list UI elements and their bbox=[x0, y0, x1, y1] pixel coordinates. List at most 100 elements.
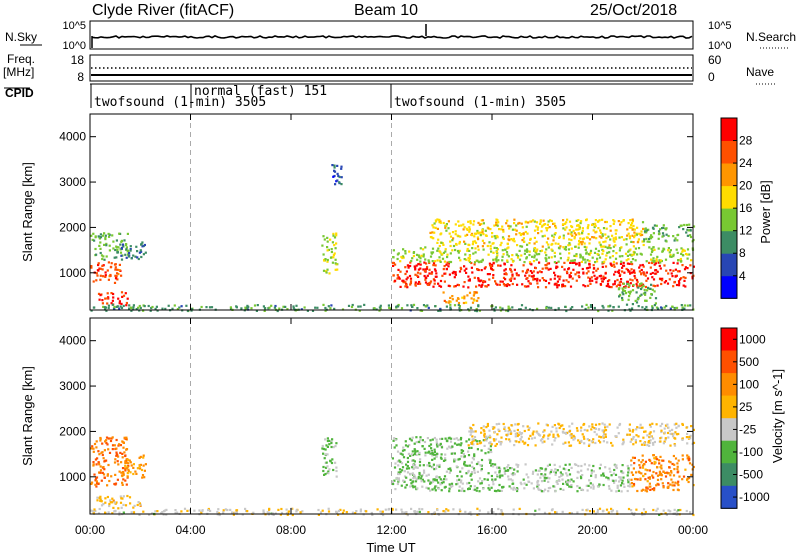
data-cell bbox=[634, 478, 637, 481]
data-cell bbox=[619, 284, 622, 287]
data-cell bbox=[164, 307, 167, 310]
data-cell bbox=[110, 265, 113, 268]
data-cell bbox=[99, 241, 102, 244]
data-cell bbox=[631, 289, 635, 292]
data-cell bbox=[322, 465, 325, 469]
data-cell bbox=[570, 485, 573, 489]
data-cell bbox=[692, 465, 695, 469]
data-cell bbox=[330, 461, 334, 465]
data-cell bbox=[404, 444, 408, 447]
data-cell bbox=[567, 469, 570, 472]
data-cell bbox=[683, 223, 686, 227]
data-cell bbox=[447, 467, 450, 471]
data-cell bbox=[121, 481, 124, 484]
data-cell bbox=[578, 226, 581, 229]
data-cell bbox=[395, 508, 398, 511]
colorbar-segment bbox=[721, 418, 737, 442]
data-cell bbox=[403, 475, 407, 478]
data-cell bbox=[641, 306, 644, 309]
data-cell bbox=[424, 276, 427, 279]
data-cell bbox=[441, 274, 444, 277]
data-cell bbox=[480, 467, 483, 471]
data-cell bbox=[619, 476, 622, 479]
data-cell bbox=[680, 252, 683, 255]
data-cell bbox=[94, 236, 97, 239]
data-cell bbox=[622, 476, 625, 479]
data-cell bbox=[621, 482, 624, 485]
colorbar-segment bbox=[721, 463, 737, 487]
data-cell bbox=[472, 430, 475, 433]
data-cell bbox=[106, 495, 109, 499]
data-cell bbox=[601, 422, 604, 425]
data-cell bbox=[557, 260, 560, 263]
data-cell bbox=[504, 429, 507, 432]
data-cell bbox=[662, 247, 665, 250]
data-cell bbox=[558, 465, 561, 468]
data-cell bbox=[321, 244, 324, 247]
data-cell bbox=[594, 474, 597, 477]
data-cell bbox=[95, 463, 98, 466]
data-cell bbox=[317, 508, 320, 512]
data-cell bbox=[434, 489, 437, 492]
data-cell bbox=[442, 251, 445, 254]
data-cell bbox=[332, 175, 335, 178]
y-tick-label: 2000 bbox=[59, 424, 86, 438]
data-cell bbox=[623, 289, 627, 293]
data-cell bbox=[689, 434, 692, 437]
data-cell bbox=[426, 437, 429, 440]
data-cell bbox=[645, 486, 648, 489]
data-cell bbox=[486, 244, 489, 248]
data-cell bbox=[433, 282, 436, 285]
data-cell bbox=[468, 249, 471, 252]
data-cell bbox=[467, 454, 471, 457]
data-cell bbox=[404, 266, 407, 269]
data-cell bbox=[410, 453, 413, 456]
data-cell bbox=[494, 471, 497, 474]
data-cell bbox=[475, 285, 478, 288]
data-cell bbox=[495, 250, 498, 254]
data-cell bbox=[514, 432, 517, 435]
data-cell bbox=[581, 267, 584, 271]
data-cell bbox=[584, 248, 587, 251]
data-cell bbox=[570, 478, 573, 481]
data-cell bbox=[262, 511, 265, 514]
data-cell bbox=[501, 280, 504, 283]
data-cell bbox=[688, 457, 691, 460]
data-cell bbox=[165, 508, 168, 511]
data-cell bbox=[528, 250, 531, 253]
data-cell bbox=[580, 241, 583, 244]
data-cell bbox=[537, 488, 540, 491]
data-cell bbox=[512, 237, 515, 240]
data-cell bbox=[118, 232, 121, 235]
data-cell bbox=[330, 441, 333, 445]
power-colorbar-label: Power [dB] bbox=[758, 180, 773, 244]
data-cell bbox=[430, 252, 433, 255]
data-cell bbox=[396, 482, 399, 486]
data-cell bbox=[101, 302, 104, 305]
colorbar-segment bbox=[721, 118, 737, 141]
data-cell bbox=[672, 474, 676, 477]
data-cell bbox=[690, 425, 693, 428]
data-cell bbox=[431, 454, 434, 457]
data-cell bbox=[120, 302, 123, 305]
data-cell bbox=[531, 432, 534, 435]
data-cell bbox=[278, 307, 281, 310]
data-cell bbox=[611, 309, 614, 312]
data-cell bbox=[575, 262, 578, 265]
data-cell bbox=[96, 499, 99, 502]
data-cell bbox=[663, 427, 666, 430]
data-cell bbox=[602, 433, 606, 436]
data-cell bbox=[568, 425, 571, 428]
data-cell bbox=[671, 428, 674, 431]
data-cell bbox=[483, 242, 486, 245]
data-cell bbox=[516, 489, 519, 493]
data-cell bbox=[422, 253, 425, 256]
data-cell bbox=[418, 471, 421, 475]
data-cell bbox=[473, 235, 476, 238]
data-cell bbox=[444, 459, 447, 462]
data-cell bbox=[641, 513, 644, 516]
data-cell bbox=[535, 221, 539, 224]
data-cell bbox=[685, 509, 688, 513]
data-cell bbox=[400, 462, 404, 465]
data-cell bbox=[606, 425, 609, 428]
